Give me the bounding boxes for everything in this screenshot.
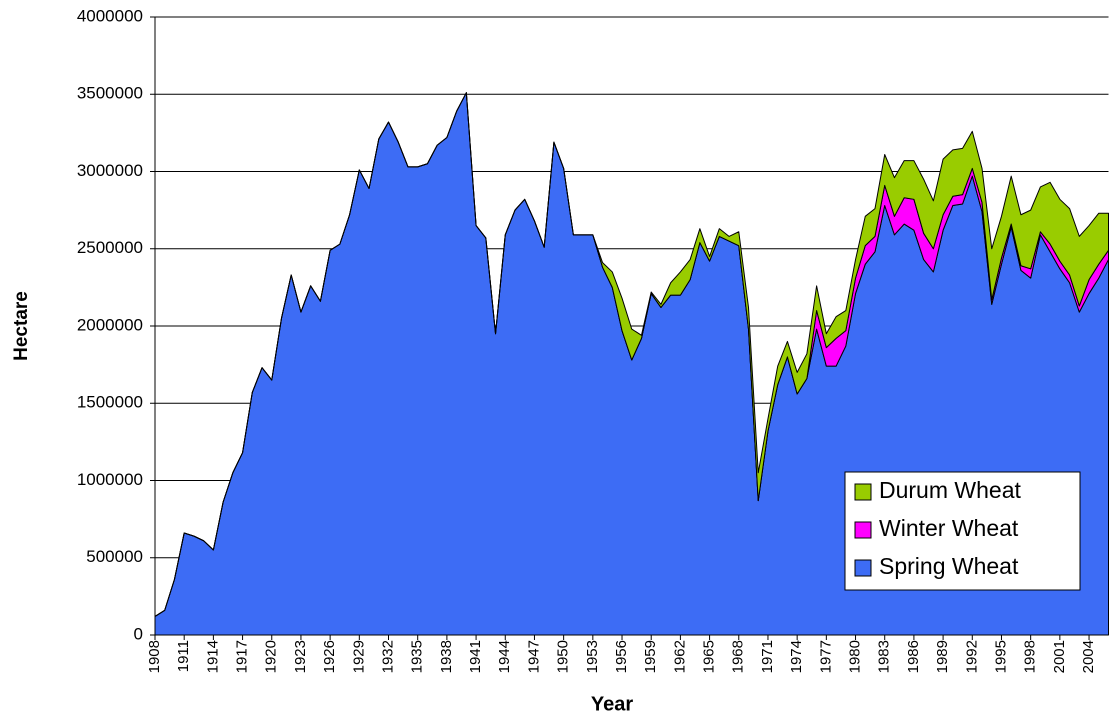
x-tick-label: 1980 bbox=[846, 640, 863, 673]
x-tick-label: 1959 bbox=[642, 640, 659, 673]
legend-label: Spring Wheat bbox=[879, 553, 1019, 579]
legend-label: Durum Wheat bbox=[879, 477, 1021, 503]
legend-box bbox=[844, 471, 1081, 591]
legend-swatch bbox=[854, 483, 872, 501]
x-tick-label: 1926 bbox=[321, 640, 338, 673]
y-axis-label: Hectare bbox=[11, 291, 32, 361]
x-tick-label: 1920 bbox=[263, 640, 280, 673]
x-tick-label: 1950 bbox=[555, 640, 572, 673]
y-tick-label: 2500000 bbox=[77, 238, 143, 257]
x-tick-label: 1983 bbox=[876, 640, 893, 673]
x-tick-label: 1965 bbox=[701, 640, 718, 673]
legend-swatch bbox=[854, 559, 872, 577]
area bbox=[154, 92, 1109, 617]
x-tick-label: 1986 bbox=[905, 640, 922, 673]
x-tick-label: 1938 bbox=[438, 640, 455, 673]
y-tick-label: 4000000 bbox=[77, 6, 143, 25]
x-tick-label: 1911 bbox=[175, 640, 192, 672]
x-tick-label: 1956 bbox=[613, 640, 630, 673]
x-tick-label: 1941 bbox=[467, 640, 484, 673]
x-tick-label: 1923 bbox=[292, 640, 309, 673]
y-tick-label: 500000 bbox=[86, 547, 143, 566]
x-tick-label: 1971 bbox=[759, 640, 776, 673]
x-tick-label: 1944 bbox=[496, 640, 513, 673]
x-tick-label: 1992 bbox=[963, 640, 980, 673]
x-tick-label: 1968 bbox=[730, 640, 747, 673]
x-tick-label: 1929 bbox=[350, 640, 367, 673]
y-tick-label: 3000000 bbox=[77, 161, 143, 180]
x-tick-label: 1917 bbox=[234, 640, 251, 673]
x-tick-label: 1995 bbox=[992, 640, 1009, 673]
x-tick-label: 2004 bbox=[1080, 640, 1097, 673]
x-axis-label: Year bbox=[591, 693, 633, 715]
x-tick-label: 1908 bbox=[146, 640, 163, 673]
x-tick-label: 1935 bbox=[409, 640, 426, 673]
y-tick-label: 2000000 bbox=[77, 315, 143, 334]
x-tick-label: 1989 bbox=[934, 640, 951, 673]
x-tick-label: 1953 bbox=[584, 640, 601, 673]
x-tick-label: 2001 bbox=[1051, 640, 1068, 673]
x-tick-label: 1914 bbox=[204, 640, 221, 673]
y-tick-label: 1000000 bbox=[77, 470, 143, 489]
x-tick-label: 1947 bbox=[525, 640, 542, 673]
x-tick-label: 1974 bbox=[788, 640, 805, 673]
x-tick-label: 1977 bbox=[817, 640, 834, 673]
y-tick-label: 3500000 bbox=[77, 84, 143, 103]
x-tick-label: 1932 bbox=[379, 640, 396, 673]
x-tick-label: 1998 bbox=[1022, 640, 1039, 673]
x-tick-label: 1962 bbox=[671, 640, 688, 673]
legend-label: Winter Wheat bbox=[879, 515, 1019, 541]
y-tick-label: 1500000 bbox=[77, 393, 143, 412]
legend-swatch bbox=[854, 521, 872, 539]
y-tick-label: 0 bbox=[134, 624, 143, 643]
